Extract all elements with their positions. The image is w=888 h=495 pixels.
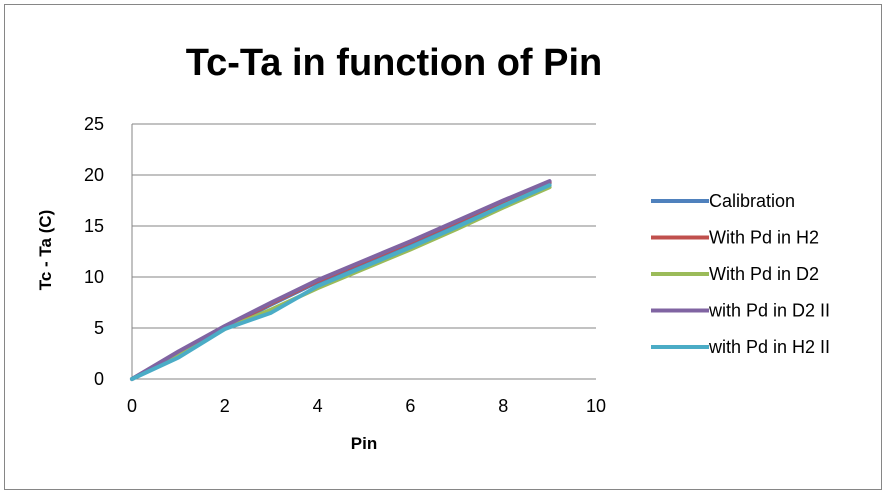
series-line — [130, 185, 552, 381]
chart-frame — [4, 4, 882, 490]
y-tick-label: 0 — [94, 369, 104, 389]
chart-title: Tc-Ta in function of Pin — [186, 42, 603, 84]
gridlines — [132, 123, 596, 329]
y-axis-label: Tc - Ta (C) — [36, 210, 55, 291]
y-tick-label: 20 — [84, 165, 104, 185]
y-tick-label: 15 — [84, 216, 104, 236]
legend-label: with Pd in H2 II — [708, 337, 830, 357]
y-tick-label: 25 — [84, 114, 104, 134]
x-tick-label: 0 — [127, 396, 137, 416]
series-lines — [130, 179, 552, 381]
x-tick-label: 6 — [405, 396, 415, 416]
y-tick-label: 5 — [94, 318, 104, 338]
legend-label: with Pd in D2 II — [708, 301, 830, 321]
series-line — [130, 183, 552, 381]
y-tick-labels: 0 5 10 15 20 25 — [84, 114, 104, 389]
x-tick-label: 8 — [498, 396, 508, 416]
x-tick-label: 10 — [586, 396, 606, 416]
legend-label: With Pd in H2 — [709, 228, 819, 248]
x-tick-label: 4 — [313, 396, 323, 416]
x-tick-labels: 0 2 4 6 8 10 — [127, 396, 606, 416]
legend-label: Calibration — [709, 191, 795, 211]
legend: Calibration With Pd in H2 With Pd in D2 wit… — [651, 191, 830, 357]
x-axis-label: Pin — [351, 434, 377, 453]
y-tick-label: 10 — [84, 267, 104, 287]
legend-label: With Pd in D2 — [709, 264, 819, 284]
series-line — [130, 179, 552, 381]
x-tick-label: 2 — [220, 396, 230, 416]
